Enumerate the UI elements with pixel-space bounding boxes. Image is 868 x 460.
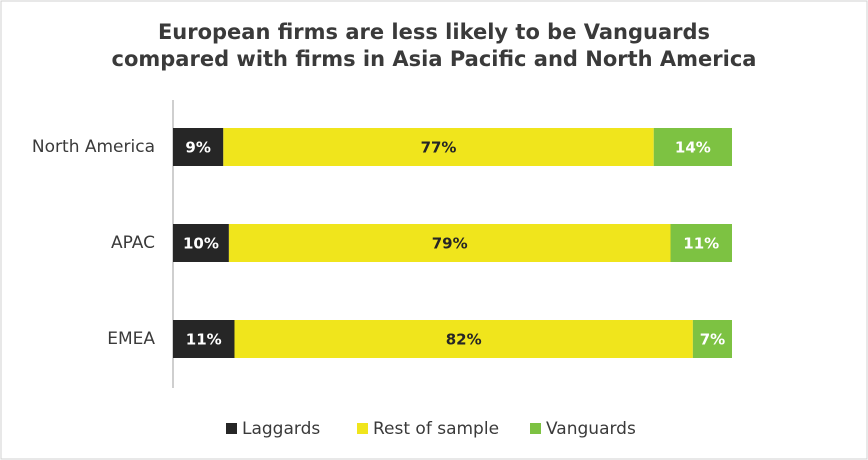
bar-segment <box>173 224 229 262</box>
chart-title: European firms are less likely to be Van… <box>158 20 710 44</box>
data-label: 7% <box>700 331 725 349</box>
bar-segment <box>173 128 224 166</box>
bar-segment <box>234 320 693 358</box>
y-tick-label: APAC <box>111 233 155 253</box>
y-tick-label: North America <box>32 137 155 157</box>
bar-segment <box>692 320 732 358</box>
data-label: 10% <box>183 235 219 253</box>
bar-segment <box>228 224 671 262</box>
chart-title: compared with firms in Asia Pacific and … <box>112 47 757 71</box>
legend-label: Laggards <box>242 419 320 439</box>
bar-segment <box>173 320 235 358</box>
legend-label: Vanguards <box>546 419 636 439</box>
legend-swatch <box>357 423 368 434</box>
y-tick-label: EMEA <box>107 329 155 349</box>
data-label: 11% <box>683 235 719 253</box>
legend-swatch <box>530 423 541 434</box>
data-label: 82% <box>446 331 482 349</box>
data-label: 79% <box>432 235 468 253</box>
data-label: 9% <box>185 139 210 157</box>
legend-swatch <box>226 423 237 434</box>
bar-segment <box>653 128 732 166</box>
bar-segment <box>223 128 654 166</box>
legend-label: Rest of sample <box>373 419 499 439</box>
data-label: 77% <box>421 139 457 157</box>
data-label: 14% <box>675 139 711 157</box>
bar-segment <box>670 224 732 262</box>
data-label: 11% <box>186 331 222 349</box>
